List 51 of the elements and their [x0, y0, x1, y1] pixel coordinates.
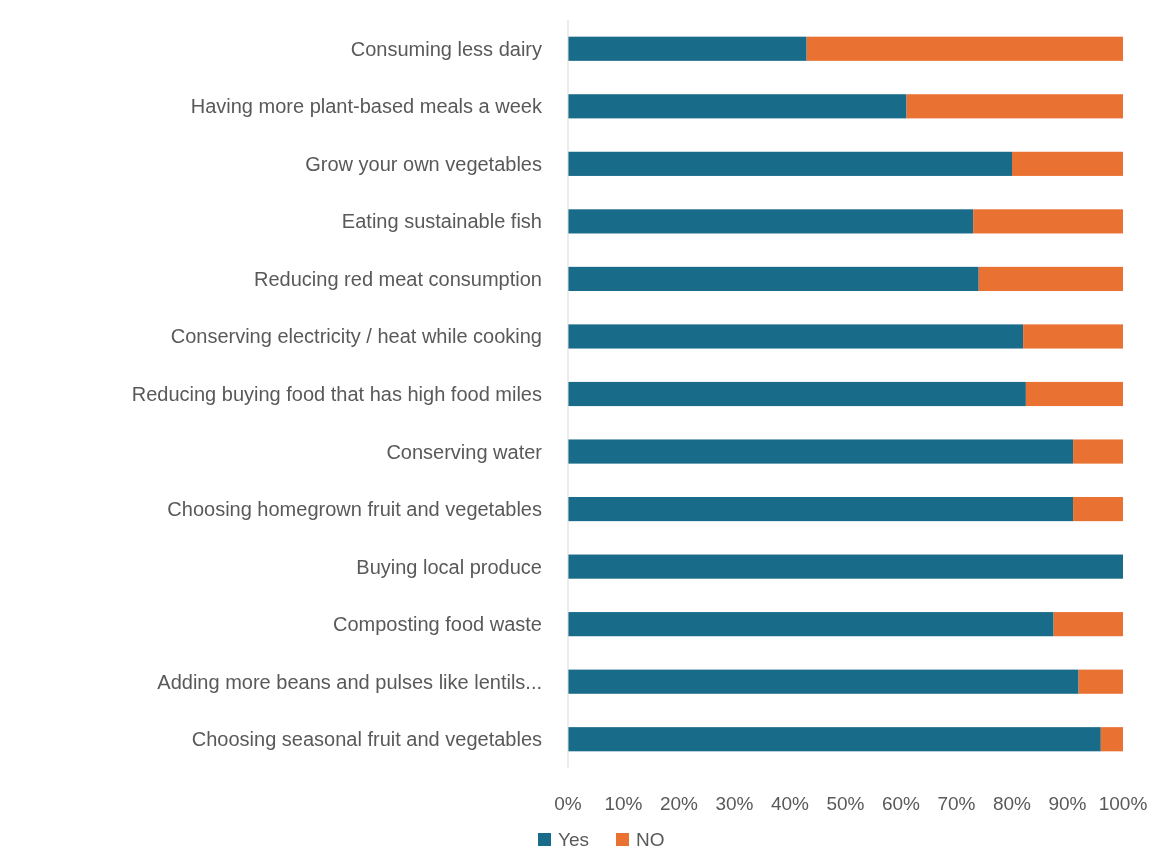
- bar: [568, 669, 1079, 694]
- bar: [568, 151, 1012, 176]
- y-tick-label: Adding more beans and pulses like lentils...: [157, 670, 542, 693]
- bar: [806, 36, 1123, 61]
- x-tick-label: 70%: [937, 793, 976, 814]
- bar: [568, 554, 1123, 579]
- y-tick-label: Having more plant-based meals a week: [190, 95, 543, 118]
- x-tick-label: 20%: [659, 793, 699, 814]
- bar: [973, 209, 1123, 234]
- bar: [568, 94, 907, 119]
- x-tick-label: 90%: [1048, 793, 1087, 814]
- y-tick-label: Composting food waste: [332, 613, 542, 636]
- y-tick-label: Grow your own vegetables: [305, 152, 542, 175]
- bar: [568, 439, 1074, 464]
- x-tick-label: 30%: [715, 793, 754, 814]
- y-tick-label: Conserving water: [386, 440, 543, 463]
- y-tick-label: Consuming less dairy: [350, 37, 542, 60]
- bar: [568, 727, 1101, 752]
- bar: [1078, 669, 1123, 694]
- y-tick-label: Reducing buying food that has high food miles: [131, 383, 542, 405]
- x-tick-label: 100%: [1098, 793, 1148, 814]
- y-tick-label: Reducing red meat consumption: [254, 267, 542, 290]
- y-tick-label: Buying local produce: [356, 555, 542, 578]
- legend-label: Yes: [558, 829, 589, 850]
- x-tick-label: 80%: [992, 793, 1032, 814]
- x-tick-label: 10%: [604, 793, 643, 814]
- bar: [1023, 324, 1123, 349]
- bar: [1073, 439, 1123, 464]
- bar: [568, 612, 1054, 637]
- bar: [1025, 381, 1124, 407]
- y-tick-label: Choosing homegrown fruit and vegetables: [167, 498, 542, 521]
- y-tick-label: Conserving electricity / heat while cooking: [170, 325, 542, 348]
- bar: [568, 36, 807, 61]
- bar: [1073, 496, 1123, 522]
- x-tick-label: 60%: [881, 793, 921, 814]
- bar: [1053, 612, 1123, 637]
- x-tick-label: 40%: [770, 793, 810, 814]
- bar: [978, 266, 1123, 292]
- bar: [1012, 151, 1123, 176]
- legend-label: NO: [636, 829, 665, 850]
- y-tick-label: Choosing seasonal fruit and vegetables: [191, 728, 542, 751]
- bar: [568, 209, 974, 234]
- bar: [568, 324, 1024, 349]
- bar: [568, 496, 1074, 522]
- y-tick-label: Eating sustainable fish: [341, 210, 542, 233]
- bar: [568, 381, 1026, 407]
- x-tick-label: 0%: [554, 793, 582, 814]
- bar: [568, 266, 979, 292]
- x-tick-label: 50%: [826, 793, 865, 814]
- bar: [906, 94, 1123, 119]
- bar: [1100, 727, 1123, 752]
